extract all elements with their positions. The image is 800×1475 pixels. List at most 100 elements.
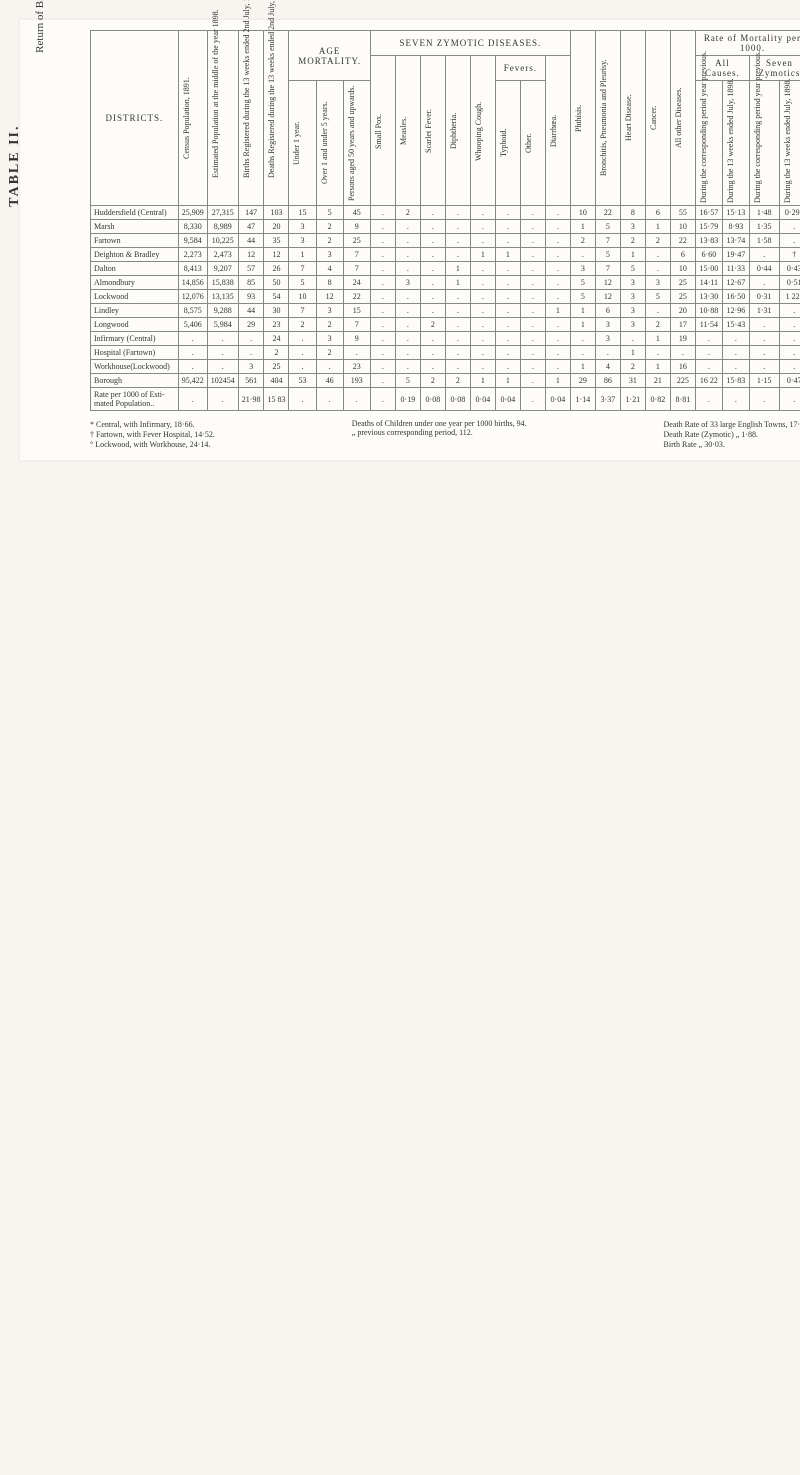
data-cell: 2 xyxy=(316,234,343,248)
data-cell: 2 xyxy=(445,374,470,388)
data-cell: . xyxy=(470,262,495,276)
data-cell: . xyxy=(420,304,445,318)
footnote: Death Rate of 33 large English Towns, 17… xyxy=(664,420,800,429)
footnote: ° Lockwood, with Workhouse, 24·14. xyxy=(90,440,215,449)
data-cell: . xyxy=(178,332,207,346)
data-cell: 1 xyxy=(570,360,595,374)
data-cell: 23 xyxy=(264,318,289,332)
data-cell: . xyxy=(695,388,722,411)
data-cell: 2 xyxy=(620,234,645,248)
data-cell: 31 xyxy=(620,374,645,388)
table-row: Workhouse(Lockwood)..325..23........1421… xyxy=(91,360,800,374)
data-cell: 0·04 xyxy=(470,388,495,411)
data-cell: 44 xyxy=(238,304,264,318)
data-cell: 3 xyxy=(595,332,620,346)
data-cell: . xyxy=(749,248,779,262)
data-cell: . xyxy=(178,388,207,411)
data-cell: . xyxy=(670,346,695,360)
data-cell: . xyxy=(445,304,470,318)
data-cell: 12 xyxy=(595,276,620,290)
data-cell: 15,838 xyxy=(207,276,238,290)
data-cell: 7 xyxy=(595,234,620,248)
col-ac-1898: During the 13 weeks ended July, 1898. xyxy=(726,83,744,203)
data-cell: 0·08 xyxy=(420,388,445,411)
district-label: Fartown xyxy=(91,234,179,248)
data-cell: 6 xyxy=(645,206,670,220)
data-cell: 3 xyxy=(316,248,343,262)
data-cell: . xyxy=(445,206,470,220)
data-cell: 2 xyxy=(570,234,595,248)
footnotes: * Central, with Infirmary, 18·66. † Fart… xyxy=(90,419,800,450)
data-cell: . xyxy=(395,248,420,262)
data-cell: . xyxy=(470,276,495,290)
data-cell: 3 xyxy=(620,304,645,318)
data-cell: . xyxy=(178,360,207,374)
data-cell: . xyxy=(420,290,445,304)
district-label: Longwood xyxy=(91,318,179,332)
data-cell: 13,135 xyxy=(207,290,238,304)
data-cell: 5 xyxy=(570,276,595,290)
col-1to5: Over 1 and under 5 years. xyxy=(320,83,338,203)
rate-mortality-header: Rate of Mortality per 1000. xyxy=(695,31,800,56)
data-cell: . xyxy=(695,332,722,346)
data-cell: . xyxy=(470,332,495,346)
data-cell: 9,207 xyxy=(207,262,238,276)
data-cell: . xyxy=(370,318,395,332)
data-cell: 2 xyxy=(395,206,420,220)
data-cell: . xyxy=(445,346,470,360)
data-cell: 7 xyxy=(595,262,620,276)
data-cell: 30 xyxy=(264,304,289,318)
data-cell: . xyxy=(370,234,395,248)
data-cell: 8,413 xyxy=(178,262,207,276)
data-cell: . xyxy=(779,346,800,360)
data-cell: 25 xyxy=(670,276,695,290)
data-cell: . xyxy=(520,304,545,318)
footnote: Death Rate (Zymotic) „ 1·88. xyxy=(664,430,800,439)
data-cell: 225 xyxy=(670,374,695,388)
data-cell: 25 xyxy=(264,360,289,374)
data-cell: . xyxy=(420,248,445,262)
data-cell: . xyxy=(370,290,395,304)
data-cell: . xyxy=(470,360,495,374)
col-whooping: Whooping Cough. xyxy=(474,71,492,191)
data-cell: 1 22° xyxy=(779,290,800,304)
data-cell: 1·15 xyxy=(749,374,779,388)
data-cell: . xyxy=(395,220,420,234)
col-heart: Heart Disease. xyxy=(624,58,642,178)
data-cell: 2 xyxy=(264,346,289,360)
data-cell: 13·74 xyxy=(722,234,749,248)
data-cell: 85 xyxy=(238,276,264,290)
data-cell: 10 xyxy=(570,206,595,220)
data-cell: . xyxy=(749,276,779,290)
data-cell: . xyxy=(545,262,570,276)
col-census: Census Population, 1891. xyxy=(182,58,200,178)
data-cell: 2 xyxy=(420,374,445,388)
statistics-table: DISTRICTS. Census Population, 1891. Esti… xyxy=(90,30,800,411)
data-cell: 0·08 xyxy=(445,388,470,411)
data-cell: . xyxy=(395,234,420,248)
footnote: „ previous corresponding period, 112. xyxy=(352,428,527,437)
data-cell: 3 xyxy=(645,276,670,290)
data-cell: . xyxy=(289,346,316,360)
data-cell: . xyxy=(470,206,495,220)
district-label: Hospital (Fartown) xyxy=(91,346,179,360)
data-cell: 1 xyxy=(545,374,570,388)
data-cell: 10,225 xyxy=(207,234,238,248)
data-cell: . xyxy=(520,346,545,360)
data-cell: . xyxy=(645,262,670,276)
data-cell: . xyxy=(445,332,470,346)
table-row: Longwood5,4065,9842923227..2.....1332171… xyxy=(91,318,800,332)
data-cell: 3 xyxy=(620,290,645,304)
data-cell: . xyxy=(495,332,520,346)
data-cell: 1 xyxy=(470,374,495,388)
data-cell: 47 xyxy=(238,220,264,234)
data-cell: 9,584 xyxy=(178,234,207,248)
data-cell: 21·98 xyxy=(238,388,264,411)
data-cell: . xyxy=(722,388,749,411)
data-cell: . xyxy=(445,290,470,304)
data-cell: . xyxy=(420,206,445,220)
data-cell: 0·04 xyxy=(495,388,520,411)
data-cell: . xyxy=(779,304,800,318)
rate-row: Rate per 1000 of Esti- mated Population.… xyxy=(91,388,800,411)
col-under1: Under 1 year. xyxy=(292,83,310,203)
